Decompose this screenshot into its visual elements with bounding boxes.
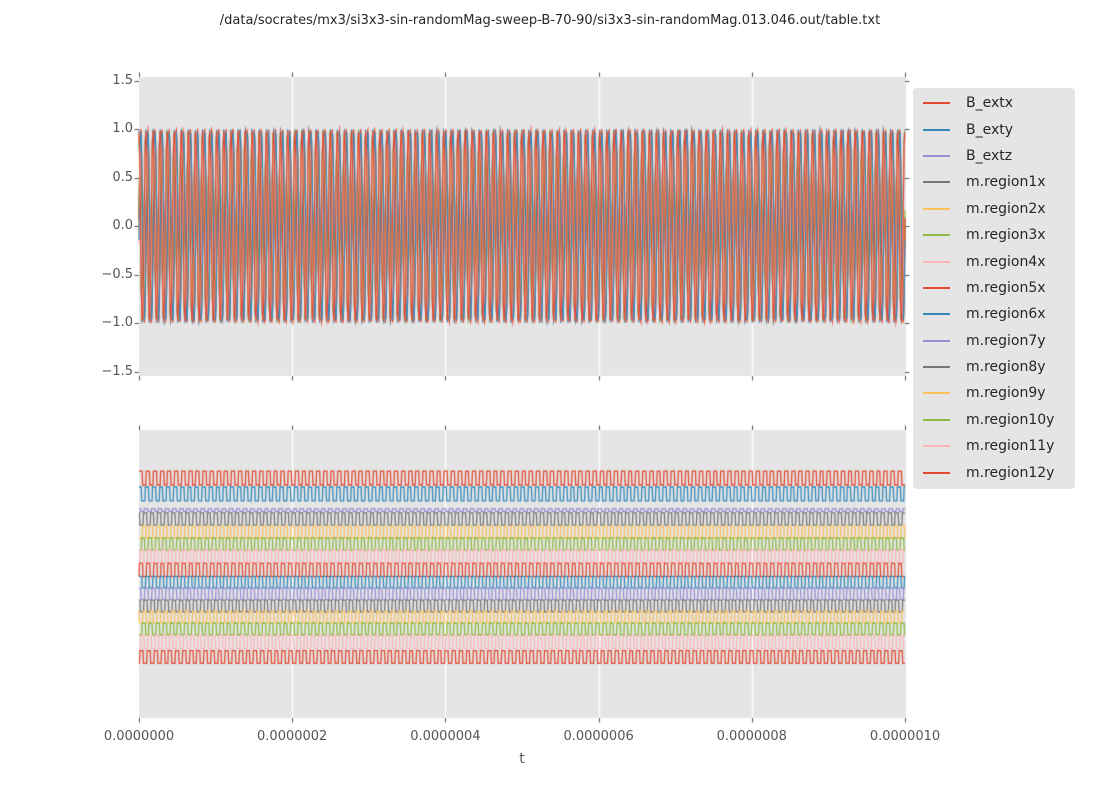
figure-title: /data/socrates/mx3/si3x3-sin-randomMag-s…: [219, 13, 881, 28]
legend-line-swatch: [923, 366, 950, 369]
y-tick-label: −0.5: [101, 266, 133, 282]
legend-label: m.region3x: [966, 227, 1046, 244]
legend-label: m.region2x: [966, 200, 1046, 217]
legend-entry: m.region10y: [923, 407, 1075, 433]
legend-label: m.region7y: [966, 332, 1046, 349]
y-tick-label: 1.0: [112, 121, 133, 136]
legend-label: m.region10y: [966, 411, 1055, 428]
y-tick-label: −1.0: [101, 315, 133, 330]
legend-line-swatch: [923, 313, 950, 316]
legend-entry: m.region12y: [923, 459, 1075, 485]
legend-entry: m.region7y: [923, 328, 1075, 354]
x-tick-label: 0.0000000: [103, 729, 175, 744]
x-tick-label: 0.0000008: [716, 729, 787, 744]
legend-label: m.region8y: [966, 359, 1046, 376]
legend-entry: m.region9y: [923, 380, 1075, 406]
legend-line-swatch: [923, 260, 950, 263]
y-tick-label: 1.5: [112, 72, 133, 88]
legend-line-swatch: [923, 339, 950, 342]
legend-entry: m.region1x: [923, 169, 1075, 195]
legend-entry: m.region2x: [923, 196, 1075, 222]
legend: B_extx B_exty B_extz m.region1x m.region…: [913, 88, 1075, 489]
x-tick-label: 0.0000002: [257, 729, 328, 744]
legend-label: B_exty: [966, 121, 1014, 138]
legend-label: m.region12y: [966, 464, 1055, 481]
x-tick-label: 0.0000004: [410, 729, 481, 744]
legend-entry: m.region6x: [923, 301, 1075, 327]
x-tick-label: 0.0000010: [869, 729, 941, 744]
legend-entry: B_exty: [923, 116, 1075, 142]
legend-label: m.region6x: [966, 306, 1046, 323]
legend-entry: m.region11y: [923, 433, 1075, 459]
y-tick-label: 0.0: [112, 218, 133, 233]
legend-line-swatch: [923, 471, 950, 474]
legend-label: m.region4x: [966, 253, 1046, 270]
y-tick-label: 0.5: [112, 169, 133, 185]
legend-entry: m.region4x: [923, 248, 1075, 274]
legend-label: B_extz: [966, 147, 1013, 164]
legend-line-swatch: [923, 445, 950, 448]
legend-line-swatch: [923, 207, 950, 210]
legend-entry: m.region8y: [923, 354, 1075, 380]
x-axis-label: t: [519, 751, 525, 767]
legend-line-swatch: [923, 234, 950, 237]
legend-entry: m.region5x: [923, 275, 1075, 301]
legend-line-swatch: [923, 102, 950, 105]
legend-line-swatch: [923, 154, 950, 157]
y-tick-label: −1.5: [101, 363, 133, 379]
legend-label: m.region11y: [966, 438, 1055, 455]
legend-label: B_extx: [966, 95, 1014, 112]
legend-line-swatch: [923, 128, 950, 131]
legend-label: m.region9y: [966, 385, 1046, 402]
legend-label: m.region1x: [966, 174, 1046, 191]
x-tick-label: 0.0000006: [563, 729, 634, 744]
legend-entry: B_extz: [923, 143, 1075, 169]
legend-entry: B_extx: [923, 90, 1075, 116]
legend-line-swatch: [923, 181, 950, 184]
legend-line-swatch: [923, 392, 950, 395]
legend-line-swatch: [923, 286, 950, 289]
legend-label: m.region5x: [966, 279, 1046, 296]
legend-line-swatch: [923, 418, 950, 421]
legend-entry: m.region3x: [923, 222, 1075, 248]
